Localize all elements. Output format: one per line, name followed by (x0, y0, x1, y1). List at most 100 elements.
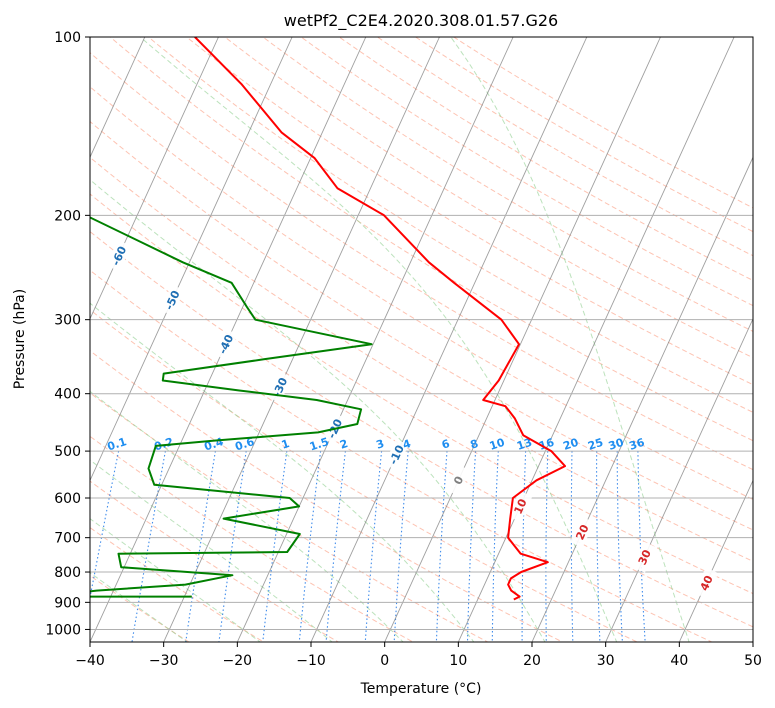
isotherm-label-bg (446, 464, 471, 496)
mixing-ratio-label: 0.6 (233, 435, 256, 453)
isotherm-line (90, 37, 219, 320)
dry-adiabat-line (109, 37, 753, 442)
x-tick-label: 40 (670, 653, 688, 669)
mixing-ratio-line (435, 451, 448, 642)
dewpoint-profile (90, 216, 373, 598)
x-tick-label: 20 (523, 653, 541, 669)
isotherm-label-bg (384, 439, 409, 471)
dry-adiabat-line (90, 120, 753, 531)
mixing-ratio-label: 0.1 (106, 435, 129, 453)
mixing-ratio-line (637, 451, 646, 642)
x-axis-title: Temperature (°C) (360, 681, 482, 697)
mixing-ratio-label: 36 (628, 436, 647, 453)
mixing-ratio-line (262, 451, 288, 642)
mixing-ratio-line (218, 451, 247, 642)
y-tick-label: 400 (54, 387, 81, 403)
isotherm-label-bg (569, 516, 595, 548)
isotherm-line (90, 37, 293, 482)
isotherm-label: 30 (636, 547, 654, 567)
mixing-ratio-label: 8 (469, 437, 480, 452)
dry-adiabat-line (90, 435, 414, 642)
profiles (90, 37, 566, 601)
isotherm-label-bg (160, 284, 185, 316)
mixing-ratio-label: 10 (488, 436, 507, 453)
mixing-ratio-line (185, 451, 216, 642)
dry-adiabat-line (223, 37, 753, 359)
isotherm-line (384, 37, 661, 642)
mixing-ratio-line (521, 451, 527, 642)
dry-adiabat-line (90, 350, 564, 642)
mixing-ratio-line (570, 451, 574, 642)
x-tick-label: 50 (744, 653, 762, 669)
x-tick-label: −20 (223, 653, 253, 669)
mixing-ratio-line (596, 451, 601, 642)
dry-adiabat-line (90, 86, 753, 500)
isotherm-label-bg (632, 541, 657, 573)
dry-adiabat-line (414, 37, 753, 233)
mixing-ratio-label: 25 (586, 436, 605, 453)
mixing-ratio-label: 16 (537, 436, 556, 453)
x-tick-label: −30 (149, 653, 179, 669)
y-tick-label: 600 (54, 491, 81, 507)
moist-adiabat-line (450, 37, 690, 642)
mixing-ratio-label: 1 (280, 437, 291, 452)
dry-adiabat-line (90, 480, 340, 642)
moist-adiabat-line (90, 179, 546, 642)
mixing-ratio-label: 2 (338, 437, 349, 452)
mixing-ratio-label: 3 (375, 437, 386, 452)
isotherm-label-bg (213, 328, 238, 360)
x-tick-label: 0 (380, 653, 389, 669)
mixing-ratio-line (466, 451, 477, 642)
x-tick-label: −40 (75, 653, 105, 669)
x-tick-label: 30 (597, 653, 615, 669)
isotherm-line (236, 37, 514, 642)
isotherm-line (678, 479, 753, 642)
mixing-ratio-label: 4 (401, 437, 413, 452)
dry-adiabat-line (262, 37, 753, 332)
isotherm-label: 10 (512, 497, 530, 517)
mixing-ratio-label: 1.5 (308, 435, 331, 453)
y-tick-label: 800 (54, 565, 81, 581)
dry-adiabat-line (338, 37, 753, 281)
isotherm-label-bg (507, 490, 533, 523)
dry-adiabat-line (90, 156, 753, 562)
mixing-ratio-line (364, 451, 383, 642)
mixing-ratio-line (491, 451, 499, 642)
y-axis-title: Pressure (hPa) (12, 289, 28, 389)
isotherm-line (163, 37, 440, 642)
y-tick-label: 100 (54, 30, 81, 46)
mixing-ratio-label: 20 (562, 436, 581, 453)
y-tick-label: 700 (54, 531, 81, 547)
mixing-ratio-line (325, 451, 346, 642)
mixing-ratio-line (616, 451, 623, 642)
isotherm-line (457, 37, 735, 642)
axes: −40 −30 −20 −10 0 10 20 30 40 5010020030040050060… (45, 30, 762, 669)
background-lines (90, 37, 753, 642)
dry-adiabat-line (90, 193, 753, 595)
mixing-ratio-line (393, 451, 409, 642)
mixing-ratio-line (131, 450, 166, 642)
isotherm-line (605, 317, 753, 642)
isotherm-line (90, 37, 146, 159)
moist-adiabat-line (90, 572, 189, 642)
moist-adiabat-line (90, 390, 404, 642)
isotherm-label: 20 (573, 522, 591, 542)
mixing-ratio-line (90, 450, 120, 601)
y-tick-label: 900 (54, 595, 81, 611)
y-tick-label: 1000 (45, 622, 81, 638)
moist-adiabat-line (90, 459, 333, 642)
plot-frame (89, 36, 754, 643)
chart-title: wetPf2_C2E4.2020.308.01.57.G26 (284, 11, 558, 31)
mixing-ratio-label: 13 (515, 436, 534, 453)
y-tick-label: 500 (54, 444, 81, 460)
dry-adiabat-line (147, 37, 753, 413)
isotherm-label-bg (106, 240, 131, 272)
isotherm-line (310, 37, 588, 642)
dry-adiabat-line (90, 309, 639, 642)
moist-adiabat-line (139, 37, 618, 642)
dry-adiabat-line (185, 37, 753, 386)
dry-adiabat-line (90, 52, 753, 471)
temperature-profile (194, 37, 566, 601)
mixing-ratio-label: 6 (440, 437, 452, 452)
